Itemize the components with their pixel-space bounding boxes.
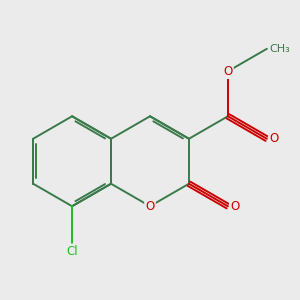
Text: O: O <box>230 200 239 213</box>
Text: O: O <box>269 132 278 145</box>
Text: O: O <box>146 200 154 213</box>
Text: CH₃: CH₃ <box>269 44 290 54</box>
Text: Cl: Cl <box>66 245 78 258</box>
Text: O: O <box>223 65 232 78</box>
